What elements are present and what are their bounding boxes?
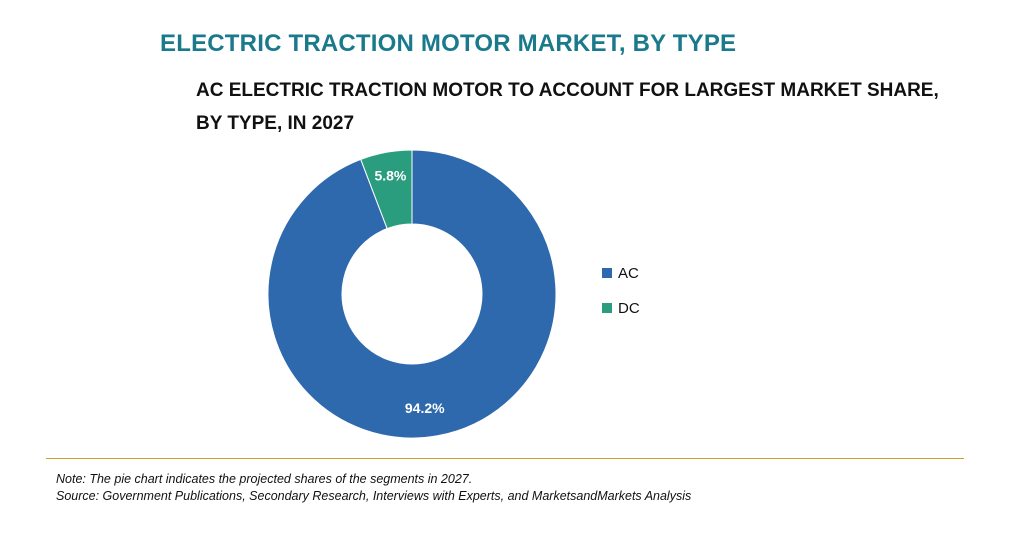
- donut-slice-ac: [267, 149, 557, 439]
- chart-subtitle-line-2: BY TYPE, IN 2027: [196, 113, 355, 134]
- chart-main-title: ELECTRIC TRACTION MOTOR MARKET, BY TYPE: [160, 30, 737, 57]
- footer-divider: [46, 458, 964, 459]
- footer-note: Note: The pie chart indicates the projec…: [56, 472, 473, 486]
- donut-slice-labels: 5.8% 94.2%: [374, 168, 445, 416]
- legend-label-dc: DC: [618, 299, 640, 317]
- slice-label-ac: 94.2%: [405, 400, 445, 416]
- legend-swatch-dc: [602, 303, 612, 313]
- chart-subtitle: AC ELECTRIC TRACTION MOTOR TO ACCOUNT FO…: [196, 74, 956, 140]
- chart-legend: AC DC: [602, 263, 640, 333]
- footer-source: Source: Government Publications, Seconda…: [56, 489, 692, 503]
- footer-notes: Note: The pie chart indicates the projec…: [56, 471, 691, 505]
- slice-label-dc: 5.8%: [374, 168, 406, 184]
- legend-label-ac: AC: [618, 264, 639, 282]
- legend-item-dc: DC: [602, 298, 640, 318]
- legend-swatch-ac: [602, 268, 612, 278]
- chart-subtitle-line-1: AC ELECTRIC TRACTION MOTOR TO ACCOUNT FO…: [196, 80, 939, 101]
- donut-slices: [267, 149, 557, 439]
- legend-item-ac: AC: [602, 263, 640, 283]
